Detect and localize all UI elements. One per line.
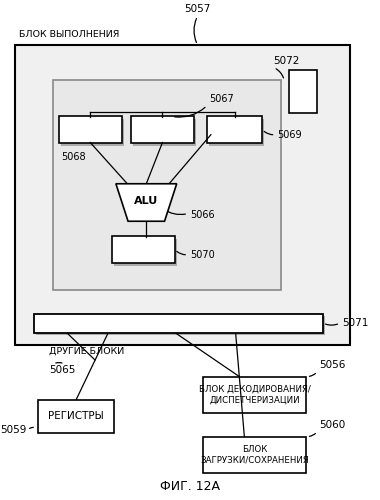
Text: 5060: 5060 xyxy=(319,420,345,430)
Text: 5068: 5068 xyxy=(61,152,86,162)
Text: РЕГИСТРЫ: РЕГИСТРЫ xyxy=(48,411,104,421)
Bar xyxy=(53,80,281,290)
Bar xyxy=(209,120,264,146)
Text: 5059: 5059 xyxy=(0,425,27,435)
Text: 5057: 5057 xyxy=(184,4,211,14)
Bar xyxy=(207,116,262,142)
Text: ALU: ALU xyxy=(134,196,158,205)
Text: 5065: 5065 xyxy=(49,365,76,375)
Bar xyxy=(15,45,350,345)
Text: ФИГ. 12А: ФИГ. 12А xyxy=(160,480,220,492)
Bar xyxy=(61,120,124,146)
Bar xyxy=(34,314,323,332)
Text: 5066: 5066 xyxy=(190,210,215,220)
Text: 5067: 5067 xyxy=(209,94,234,104)
Bar xyxy=(203,436,306,472)
Text: 5069: 5069 xyxy=(277,130,302,140)
Text: БЛОК
ЗАГРУЗКИ/СОХРАНЕНИЯ: БЛОК ЗАГРУЗКИ/СОХРАНЕНИЯ xyxy=(200,445,309,464)
Text: 5056: 5056 xyxy=(319,360,345,370)
Bar xyxy=(114,240,177,266)
Bar xyxy=(289,70,317,112)
Bar xyxy=(133,120,196,146)
Bar xyxy=(131,116,194,142)
Text: ДРУГИЕ БЛОКИ: ДРУГИЕ БЛОКИ xyxy=(49,347,125,356)
Text: 5070: 5070 xyxy=(190,250,215,260)
Text: БЛОК ВЫПОЛНЕНИЯ: БЛОК ВЫПОЛНЕНИЯ xyxy=(19,30,119,39)
Text: БЛОК ДЕКОДИРОВАНИЯ/
ДИСПЕТЧЕРИЗАЦИИ: БЛОК ДЕКОДИРОВАНИЯ/ ДИСПЕТЧЕРИЗАЦИИ xyxy=(199,385,310,404)
Polygon shape xyxy=(116,184,177,221)
Bar xyxy=(59,116,122,142)
Text: 5072: 5072 xyxy=(274,56,300,66)
Bar xyxy=(38,400,114,432)
Bar xyxy=(112,236,175,262)
Text: 5071: 5071 xyxy=(342,318,368,328)
Bar xyxy=(203,376,306,412)
Bar xyxy=(36,316,325,335)
